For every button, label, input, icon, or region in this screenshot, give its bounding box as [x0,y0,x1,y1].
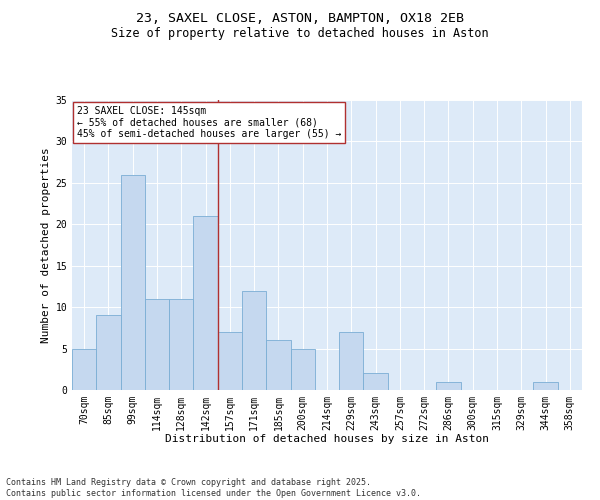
Bar [145,299,169,390]
Text: Size of property relative to detached houses in Aston: Size of property relative to detached ho… [111,28,489,40]
Bar [339,332,364,390]
Bar [266,340,290,390]
Bar [364,374,388,390]
Bar [436,382,461,390]
Bar [121,174,145,390]
Text: Contains HM Land Registry data © Crown copyright and database right 2025.
Contai: Contains HM Land Registry data © Crown c… [6,478,421,498]
Bar [169,299,193,390]
Bar [72,348,96,390]
Bar [96,316,121,390]
Text: 23, SAXEL CLOSE, ASTON, BAMPTON, OX18 2EB: 23, SAXEL CLOSE, ASTON, BAMPTON, OX18 2E… [136,12,464,26]
Text: 23 SAXEL CLOSE: 145sqm
← 55% of detached houses are smaller (68)
45% of semi-det: 23 SAXEL CLOSE: 145sqm ← 55% of detached… [77,106,341,139]
Bar [218,332,242,390]
Bar [193,216,218,390]
X-axis label: Distribution of detached houses by size in Aston: Distribution of detached houses by size … [165,434,489,444]
Bar [533,382,558,390]
Bar [290,348,315,390]
Bar [242,290,266,390]
Y-axis label: Number of detached properties: Number of detached properties [41,147,51,343]
